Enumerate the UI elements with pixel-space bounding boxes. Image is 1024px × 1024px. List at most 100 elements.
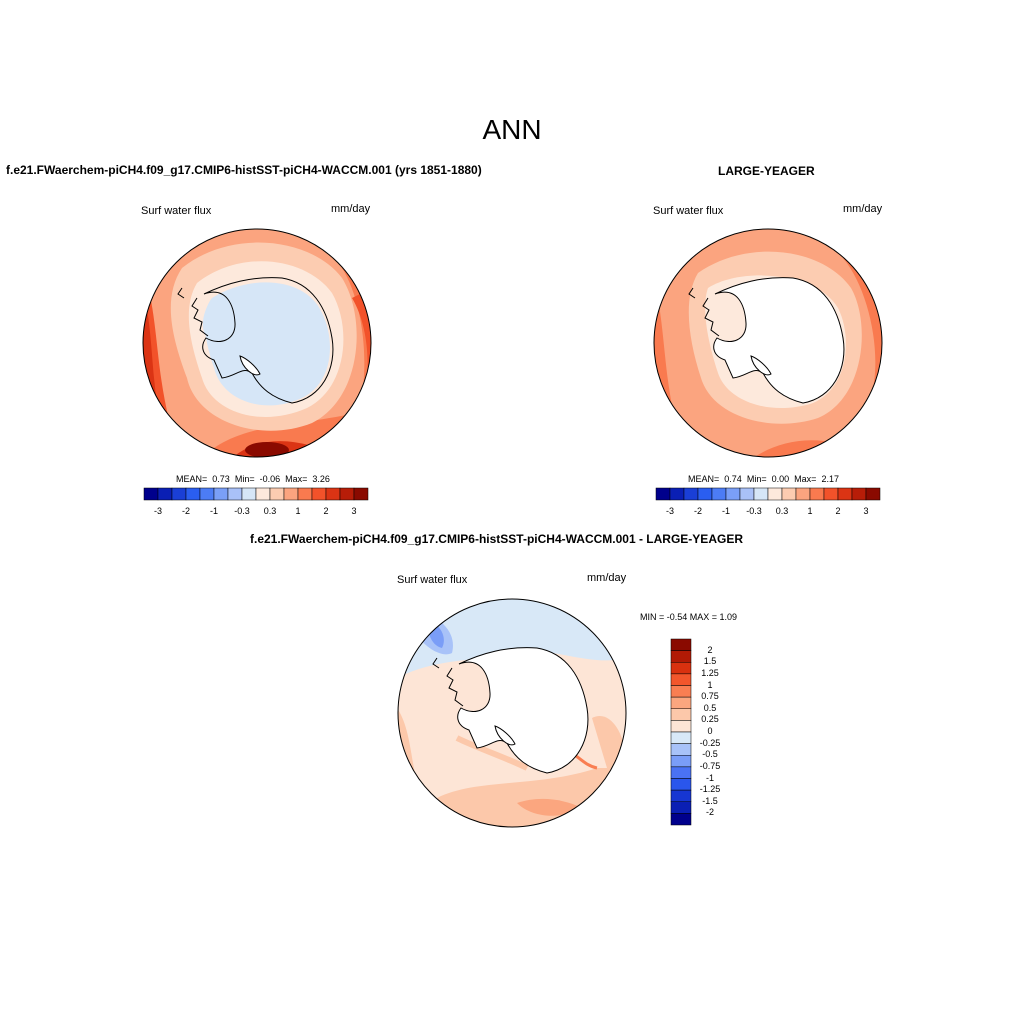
panel1-units-label: mm/day — [331, 203, 371, 215]
colorbar-swatch — [171, 487, 187, 501]
colorbar-swatch — [339, 487, 355, 501]
colorbar-swatch — [670, 650, 692, 663]
colorbar-tick-label: -0.3 — [746, 506, 762, 516]
colorbar-swatch — [739, 487, 755, 501]
colorbar-swatch — [851, 487, 867, 501]
colorbar-tick-label: 1.25 — [701, 667, 719, 678]
panel1-colorbar — [143, 487, 369, 501]
colorbar-swatch — [213, 487, 229, 501]
panel1-colorbar-labels: -3 -2 -1 -0.3 0.3 1 2 3 — [144, 506, 368, 518]
colorbar-swatch — [227, 487, 243, 501]
panel2-case-title: LARGE-YEAGER — [718, 164, 815, 178]
colorbar-tick-label: 1.5 — [703, 656, 717, 667]
panel1-variable-label: Surf water flux — [141, 205, 212, 217]
colorbar-swatch — [199, 487, 215, 501]
colorbar-tick-label: 1 — [707, 679, 713, 690]
panel1-stats: MEAN= 0.73 Min= -0.06 Max= 3.26 — [176, 474, 330, 484]
panel2-units-label: mm/day — [843, 203, 883, 215]
colorbar-tick-label: 1 — [807, 506, 813, 516]
colorbar-swatch — [143, 487, 159, 501]
colorbar-swatch — [297, 487, 313, 501]
colorbar-tick-label: -2 — [693, 506, 702, 516]
colorbar-swatch — [670, 743, 692, 756]
figure-title: ANN — [482, 114, 542, 145]
colorbar-swatch — [823, 487, 839, 501]
panel2-mean-value: 0.74 — [724, 474, 742, 484]
colorbar-swatch — [670, 662, 692, 675]
panel1-case-title: f.e21.FWaerchem-piCH4.f09_g17.CMIP6-hist… — [6, 163, 482, 177]
colorbar-tick-label: -0.75 — [699, 760, 721, 771]
colorbar-tick-label: 2 — [323, 506, 329, 516]
colorbar-tick-label: -2 — [181, 506, 190, 516]
colorbar-tick-label: 0.75 — [701, 691, 719, 702]
panel2-min-value: 0.00 — [771, 474, 790, 484]
colorbar-swatch — [353, 487, 369, 501]
panel2-colorbar — [655, 487, 881, 501]
colorbar-swatch — [670, 731, 692, 744]
colorbar-swatch — [325, 487, 341, 501]
colorbar-swatch — [283, 487, 299, 501]
colorbar-tick-label: -2 — [705, 807, 714, 818]
colorbar-swatch — [781, 487, 797, 501]
colorbar-tick-label: 0.3 — [263, 506, 277, 516]
panel2-colorbar-labels: -3 -2 -1 -0.3 0.3 1 2 3 — [656, 506, 880, 518]
colorbar-tick-label: 1 — [295, 506, 301, 516]
colorbar-tick-label: -0.5 — [702, 749, 718, 760]
colorbar-swatch — [185, 487, 201, 501]
colorbar-swatch — [655, 487, 671, 501]
colorbar-swatch — [767, 487, 783, 501]
panel2-max-value: 2.17 — [821, 474, 839, 484]
panel2-max-label: Max= — [794, 474, 817, 484]
panel2-polar-map — [653, 228, 883, 458]
colorbar-swatch — [670, 696, 692, 709]
panel3-units-label: mm/day — [587, 572, 627, 584]
panel2-mean-label: MEAN= — [688, 474, 720, 484]
colorbar-swatch — [670, 638, 692, 651]
colorbar-swatch — [865, 487, 881, 501]
colorbar-swatch — [795, 487, 811, 501]
colorbar-swatch — [809, 487, 825, 501]
colorbar-swatch — [670, 708, 692, 721]
colorbar-tick-label: 2 — [707, 644, 713, 655]
colorbar-swatch — [725, 487, 741, 501]
colorbar-swatch — [670, 801, 692, 814]
panel3-colorbar-labels: 2 1.5 1.25 1 0.75 0.5 0.25 0 -0.25 -0.5 -0.75 -1 -1.… — [691, 639, 731, 825]
colorbar-swatch — [157, 487, 173, 501]
colorbar-tick-label: -1 — [721, 506, 730, 516]
colorbar-tick-label: -1.25 — [699, 784, 721, 795]
colorbar-tick-label: 0 — [707, 726, 713, 736]
colorbar-swatch — [670, 789, 692, 802]
colorbar-swatch — [683, 487, 699, 501]
colorbar-swatch — [670, 778, 692, 791]
colorbar-swatch — [255, 487, 271, 501]
colorbar-swatch — [670, 813, 692, 826]
colorbar-swatch — [311, 487, 327, 501]
panel2-stats: MEAN= 0.74 Min= 0.00 Max= 2.17 — [688, 474, 839, 484]
colorbar-swatch — [670, 685, 692, 698]
panel3-polar-map — [397, 598, 627, 828]
colorbar-tick-label: -1.5 — [702, 795, 718, 806]
colorbar-swatch — [837, 487, 853, 501]
colorbar-tick-label: 0.25 — [701, 714, 719, 725]
panel3-variable-label: Surf water flux — [397, 574, 468, 586]
panel1-max-value: 3.26 — [312, 474, 330, 484]
colorbar-tick-label: 2 — [835, 506, 841, 516]
panel1-min-label: Min= — [234, 474, 255, 484]
colorbar-swatch — [670, 673, 692, 686]
colorbar-swatch — [669, 487, 685, 501]
colorbar-tick-label: 3 — [863, 506, 869, 516]
colorbar-tick-label: -1 — [209, 506, 218, 516]
panel2-variable-label: Surf water flux — [653, 205, 724, 217]
panel2-min-label: Min= — [746, 474, 767, 484]
panel1-max-label: Max= — [285, 474, 308, 484]
colorbar-swatch — [670, 766, 692, 779]
colorbar-tick-label: 0.5 — [703, 702, 717, 713]
panel3-minmax: MIN = -0.54 MAX = 1.09 — [640, 612, 738, 622]
colorbar-swatch — [670, 755, 692, 768]
panel1-polar-map — [142, 228, 372, 458]
panel3-colorbar — [670, 638, 692, 826]
colorbar-tick-label: 3 — [351, 506, 357, 516]
colorbar-tick-label: -3 — [153, 506, 162, 516]
panel3-case-title: f.e21.FWaerchem-piCH4.f09_g17.CMIP6-hist… — [250, 532, 743, 546]
colorbar-tick-label: 0.3 — [775, 506, 789, 516]
